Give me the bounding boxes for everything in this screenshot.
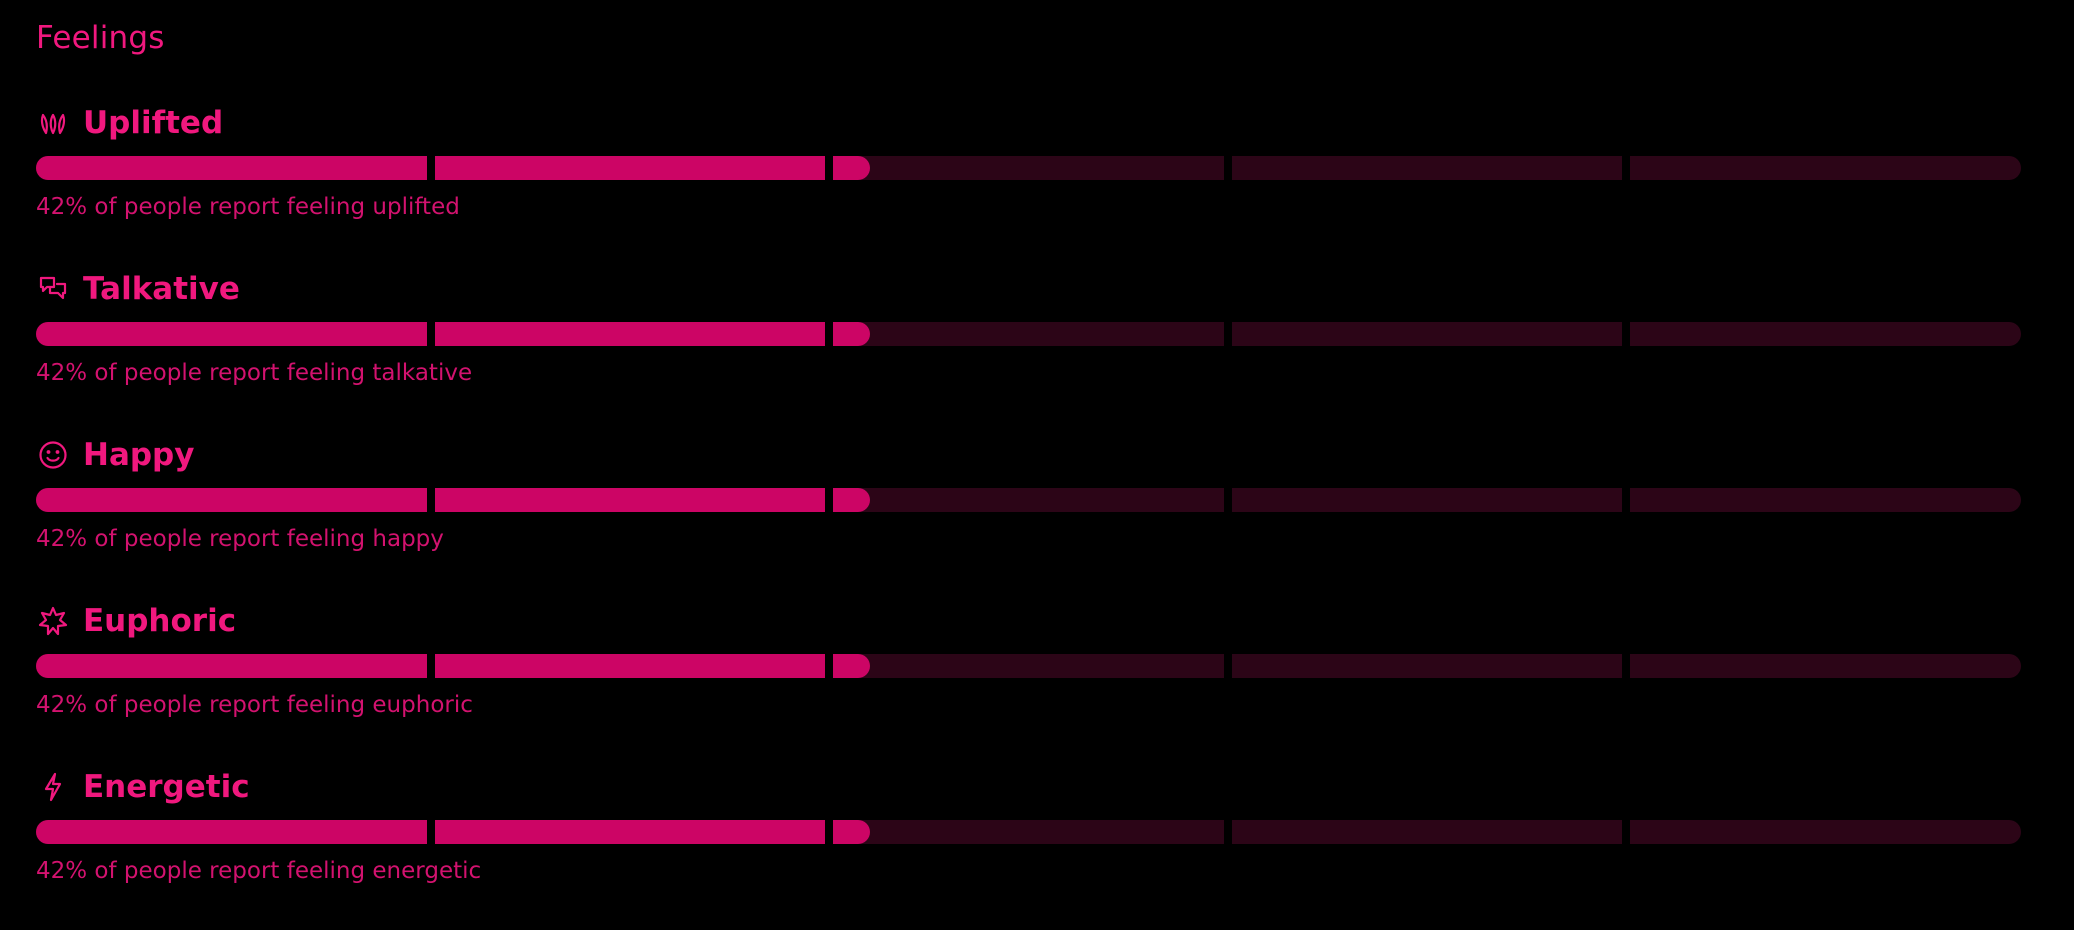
- feeling-item-euphoric: Euphoric 42% of people report feeling eu…: [36, 598, 2021, 764]
- feeling-item-energetic: Energetic 42% of people report feeling e…: [36, 764, 2021, 930]
- feeling-caption: 42% of people report feeling uplifted: [36, 194, 460, 220]
- feeling-caption: 42% of people report feeling energetic: [36, 858, 482, 884]
- feeling-bar-fill: [36, 820, 870, 844]
- feeling-caption: 42% of people report feeling euphoric: [36, 692, 473, 718]
- feeling-header: Talkative: [36, 266, 2021, 312]
- feeling-caption: 42% of people report feeling talkative: [36, 360, 473, 386]
- feeling-bar: [36, 322, 2021, 346]
- feeling-item-talkative: Talkative 42% of people report feeling t…: [36, 266, 2021, 432]
- uplifted-sprout-icon: [36, 106, 70, 140]
- feeling-item-uplifted: Uplifted 42% of people report feeling up…: [36, 100, 2021, 266]
- feeling-label: Energetic: [83, 769, 250, 805]
- feeling-label: Uplifted: [83, 105, 224, 141]
- feeling-label: Happy: [83, 437, 195, 473]
- feeling-bar: [36, 654, 2021, 678]
- feeling-label: Euphoric: [83, 603, 237, 639]
- feeling-label: Talkative: [83, 271, 240, 307]
- feeling-bar: [36, 488, 2021, 512]
- feeling-header: Uplifted: [36, 100, 2021, 146]
- feeling-header: Euphoric: [36, 598, 2021, 644]
- feeling-header: Happy: [36, 432, 2021, 478]
- feeling-item-happy: Happy 42% of people report feeling happy: [36, 432, 2021, 598]
- section-title: Feelings: [36, 20, 165, 56]
- feeling-header: Energetic: [36, 764, 2021, 810]
- speech-bubbles-icon: [36, 272, 70, 306]
- feeling-bar-fill: [36, 156, 870, 180]
- feeling-bar-fill: [36, 654, 870, 678]
- feelings-list: Uplifted 42% of people report feeling up…: [36, 100, 2021, 930]
- feeling-bar-fill: [36, 322, 870, 346]
- smiley-icon: [36, 438, 70, 472]
- feeling-caption: 42% of people report feeling happy: [36, 526, 444, 552]
- lightning-bolt-icon: [36, 770, 70, 804]
- feeling-bar: [36, 156, 2021, 180]
- feeling-bar-fill: [36, 488, 870, 512]
- starburst-icon: [36, 604, 70, 638]
- feeling-bar: [36, 820, 2021, 844]
